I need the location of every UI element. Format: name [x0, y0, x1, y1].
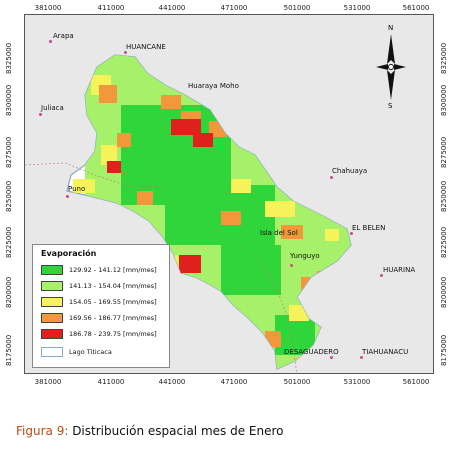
place-label: EL BELEN [352, 224, 386, 232]
place-label: DESAGUADERO [284, 348, 339, 356]
x-tick-label: 411000 [97, 378, 125, 386]
place-label: Huaraya Moho [188, 82, 239, 90]
north-label: N [388, 24, 394, 32]
place-marker [66, 195, 69, 198]
legend-label: 154.05 - 169.55 [mm/mes] [69, 298, 157, 306]
figure-caption: Figura 9: Distribución espacial mes de E… [16, 424, 283, 438]
place-marker [124, 51, 127, 54]
x-tick-label: 471000 [220, 378, 248, 386]
caption-text: Distribución espacial mes de Enero [68, 424, 284, 438]
x-tick-label: 441000 [158, 378, 186, 386]
legend-swatch [41, 265, 63, 275]
x-tick-label: 501000 [283, 4, 311, 12]
place-label: HUARINA [383, 266, 416, 274]
legend-label: 129.92 - 141.12 [mm/mes] [69, 266, 157, 274]
place-marker [290, 264, 293, 267]
place-marker [360, 356, 363, 359]
x-tick-label: 561000 [402, 378, 430, 386]
legend-swatch [41, 347, 63, 357]
north-arrow: N S [376, 24, 406, 112]
legend-swatch [41, 329, 63, 339]
x-tick-label: 441000 [158, 4, 186, 12]
x-tick-label: 381000 [34, 4, 62, 12]
legend-title: Evaporación [41, 249, 97, 258]
place-label: Arapa [53, 32, 74, 40]
boundary-line [25, 162, 166, 188]
x-tick-label: 411000 [97, 4, 125, 12]
place-marker [330, 356, 333, 359]
south-label: S [388, 102, 393, 110]
place-label: Chahuaya [332, 167, 368, 175]
x-tick-label: 531000 [343, 378, 371, 386]
x-tick-label: 531000 [343, 4, 371, 12]
place-marker [39, 113, 42, 116]
place-label: HUANCANE [126, 43, 166, 51]
place-label: Puno [68, 185, 86, 193]
legend-label: Lago Titicaca [69, 348, 112, 356]
x-tick-label: 471000 [220, 4, 248, 12]
place-label: Isla del Sol [260, 229, 298, 237]
caption-prefix: Figura 9: [16, 424, 69, 438]
place-marker [330, 176, 333, 179]
place-marker [350, 232, 353, 235]
place-label: Yunguyo [290, 252, 320, 260]
place-label: Juliaca [41, 104, 64, 112]
legend-label: 169.56 - 186.77 [mm/mes] [69, 314, 157, 322]
boundary-line [254, 254, 298, 373]
legend-label: 141.13 - 154.04 [mm/mes] [69, 282, 157, 290]
place-marker [49, 40, 52, 43]
compass-rose-icon [376, 34, 406, 100]
legend-swatch [41, 281, 63, 291]
legend: Evaporación 129.92 - 141.12 [mm/mes] 141… [32, 244, 170, 368]
legend-swatch [41, 313, 63, 323]
x-tick-label: 381000 [34, 378, 62, 386]
x-tick-label: 501000 [283, 378, 311, 386]
legend-swatch [41, 297, 63, 307]
place-label: TIAHUANACU [362, 348, 409, 356]
legend-label: 186.78 - 239.75 [mm/mes] [69, 330, 157, 338]
x-tick-label: 561000 [402, 4, 430, 12]
place-marker [380, 274, 383, 277]
